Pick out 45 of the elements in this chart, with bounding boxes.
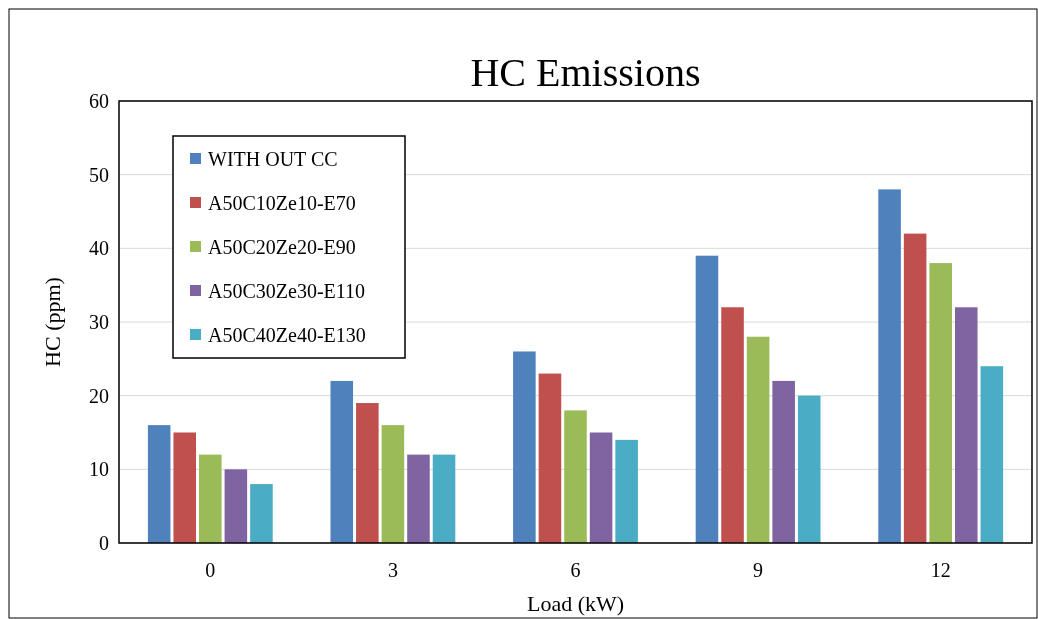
bar (250, 484, 273, 543)
bar (721, 307, 744, 543)
bar (954, 307, 978, 543)
y-tick-label: 20 (89, 384, 109, 407)
y-tick-label: 0 (99, 532, 109, 554)
y-tick-label: 50 (89, 163, 109, 186)
bar (615, 439, 638, 543)
legend-label: WITH OUT CC (208, 148, 338, 170)
bar (330, 380, 354, 543)
bar (432, 454, 456, 543)
bar (147, 425, 171, 543)
legend-label: A50C40Ze40-E130 (208, 324, 366, 346)
bar (980, 366, 1004, 543)
bar (407, 454, 430, 543)
legend-label: A50C20Ze20-E90 (208, 236, 356, 258)
bar (695, 255, 719, 543)
bar (589, 432, 613, 543)
bar (513, 351, 536, 543)
legend-label: A50C30Ze30-E110 (208, 280, 366, 302)
chart-title: HC Emissions (470, 50, 701, 95)
bar (381, 425, 405, 543)
y-tick-label: 30 (89, 311, 109, 333)
x-tick-label: 0 (205, 559, 216, 581)
bar (772, 380, 795, 543)
bar (564, 410, 587, 543)
bar (538, 373, 562, 543)
bar (173, 432, 197, 543)
bar (903, 233, 927, 543)
y-tick-label: 60 (89, 90, 109, 112)
y-tick-label: 40 (89, 237, 109, 260)
bar (929, 263, 952, 543)
x-tick-label: 3 (387, 559, 398, 581)
x-tick-label: 6 (570, 559, 581, 581)
bar (746, 336, 770, 543)
y-axis-title: HC (ppm) (40, 277, 65, 367)
x-tick-label: 12 (930, 559, 951, 581)
bar (199, 454, 222, 543)
bar (878, 189, 901, 543)
bar (797, 395, 821, 543)
y-tick-label: 10 (89, 458, 109, 481)
x-tick-label: 9 (753, 559, 764, 581)
bar (224, 469, 248, 543)
legend-label: A50C10Ze10-E70 (208, 192, 356, 214)
bar (356, 403, 379, 543)
x-axis-title: Load (kW) (526, 591, 625, 616)
